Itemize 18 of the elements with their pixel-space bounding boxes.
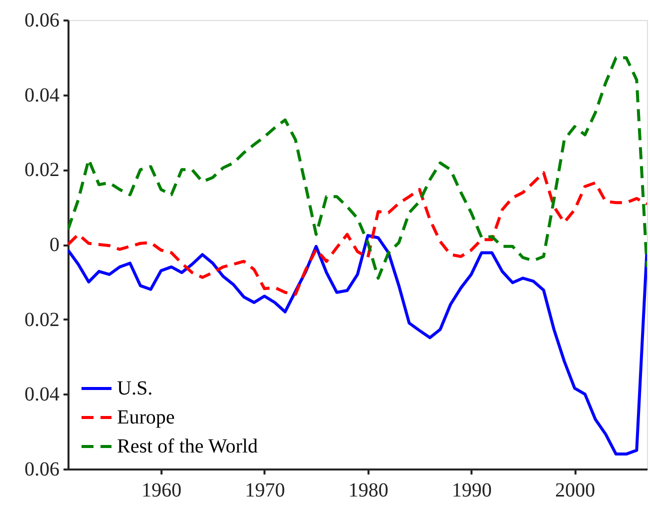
x-tick-label: 1980 xyxy=(348,480,388,502)
line-series xyxy=(68,234,647,456)
legend-label: Europe xyxy=(117,406,175,428)
y-tick-label: 0.06 xyxy=(24,10,60,32)
line-series xyxy=(68,56,647,280)
y-tick-label: 0.04 xyxy=(24,384,60,406)
y-tick-label: 0 xyxy=(50,234,60,256)
x-tick-label: 2000 xyxy=(555,480,596,502)
y-tick-label: 0.02 xyxy=(24,308,60,331)
x-tick-label: 1960 xyxy=(142,480,182,502)
y-tick-label: 0.02 xyxy=(24,159,60,182)
y-tick-label: 0.04 xyxy=(24,84,60,106)
legend-label: Rest of the World xyxy=(117,436,258,458)
legend-label: U.S. xyxy=(117,378,153,400)
line-series xyxy=(68,171,647,296)
x-tick-label: 1970 xyxy=(244,480,285,502)
y-tick-label: 0.06 xyxy=(24,458,60,480)
x-tick-label: 1990 xyxy=(452,480,492,502)
